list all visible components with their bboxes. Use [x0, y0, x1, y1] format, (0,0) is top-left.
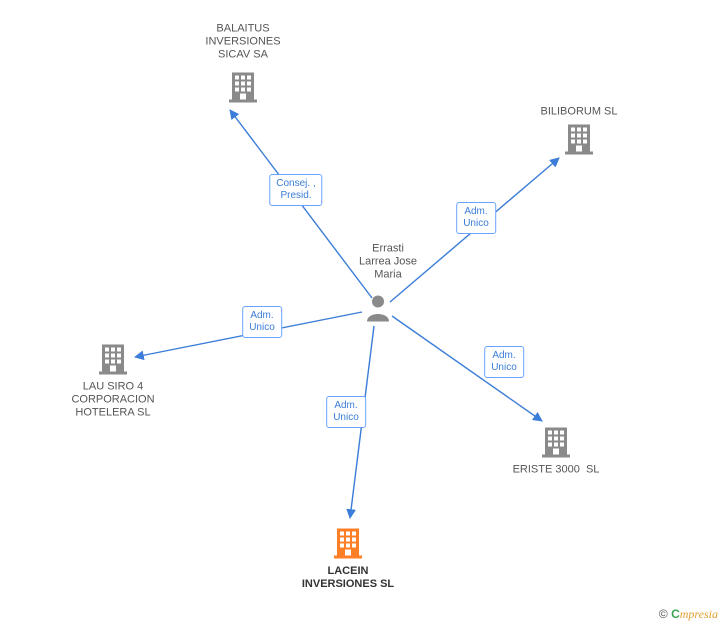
edge-label-biliborum: Adm. Unico — [456, 202, 496, 234]
diagram-canvas: © Cmpresia Errasti Larrea Jose Maria BAL… — [0, 0, 728, 630]
edge-label-lausiro: Adm. Unico — [242, 306, 282, 338]
credit-brand: mpresia — [680, 607, 718, 621]
credit-initial: C — [671, 607, 680, 621]
edge-label-eriste: Adm. Unico — [484, 346, 524, 378]
copyright-symbol: © — [659, 607, 668, 621]
edges-layer — [0, 0, 728, 630]
credit: © Cmpresia — [659, 607, 718, 622]
edge-label-balaitus: Consej. , Presid. — [269, 174, 322, 206]
edge-label-lacein: Adm. Unico — [326, 396, 366, 428]
